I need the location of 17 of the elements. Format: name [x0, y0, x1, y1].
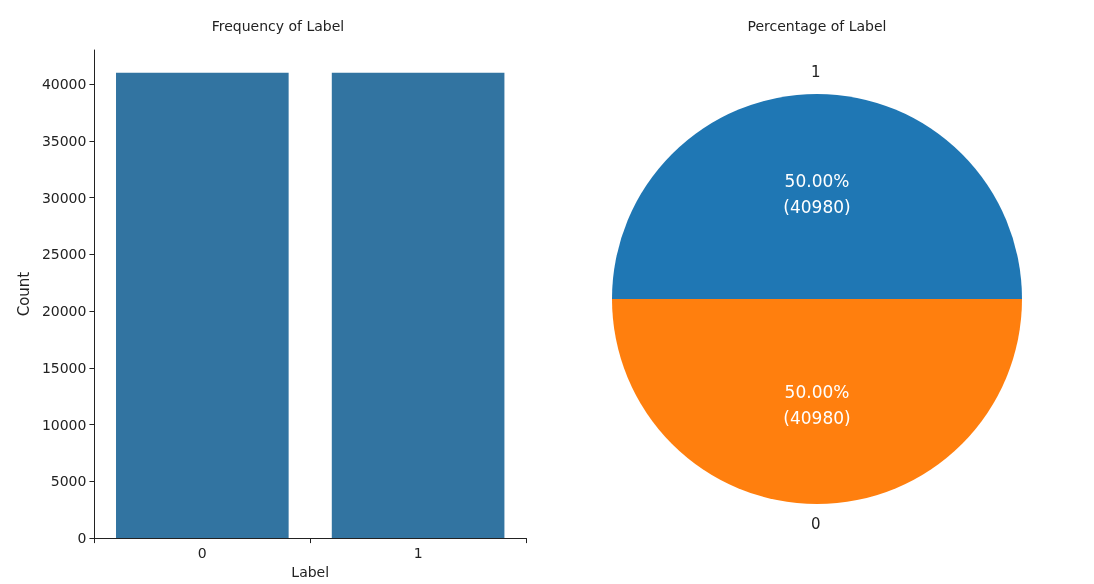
data-label: 50.00% (40980) — [783, 381, 851, 428]
x-axis-title: Label — [291, 564, 330, 580]
y-tick-label: 35000 — [41, 132, 87, 149]
y-tick-label: 15000 — [41, 359, 87, 376]
data-label: 50.00% (40980) — [783, 170, 851, 217]
y-tick-label: 0 — [77, 530, 87, 547]
chart-title: Frequency of Label — [211, 18, 345, 34]
y-tick-label: 10000 — [41, 416, 87, 433]
y-tick-label: 30000 — [41, 189, 87, 206]
slice-label: 0 — [811, 514, 821, 533]
slice-label: 1 — [811, 62, 821, 81]
chart-title: Percentage of Label — [747, 18, 887, 34]
y-tick-label: 25000 — [41, 246, 87, 263]
y-axis-title: Count — [14, 271, 33, 317]
y-tick-label: 5000 — [50, 473, 87, 490]
y-tick-label: 20000 — [41, 303, 87, 320]
y-tick-label: 40000 — [41, 76, 87, 93]
